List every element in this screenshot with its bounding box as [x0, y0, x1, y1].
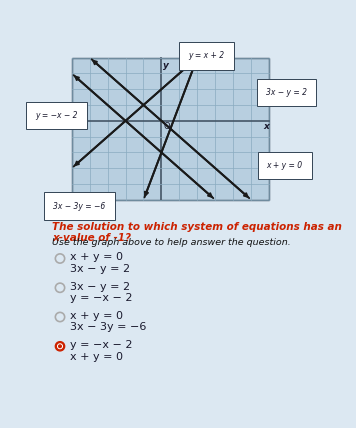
Text: x + y = 0: x + y = 0: [70, 311, 123, 321]
Text: x: x: [263, 122, 269, 131]
Text: The solution to which system of equations has an x-value of -1?: The solution to which system of equation…: [52, 222, 342, 243]
Text: y = x + 2: y = x + 2: [188, 51, 224, 60]
Circle shape: [59, 345, 61, 348]
Text: y = −x − 2: y = −x − 2: [70, 293, 132, 303]
Text: 3x − y = 2: 3x − y = 2: [266, 88, 307, 97]
Text: 3x − y = 2: 3x − y = 2: [70, 264, 130, 274]
Text: y = −x − 2: y = −x − 2: [70, 340, 132, 350]
Text: x + y = 0: x + y = 0: [267, 161, 303, 170]
Text: 3x − 3y = −6: 3x − 3y = −6: [53, 202, 105, 211]
Text: y: y: [163, 61, 169, 70]
FancyBboxPatch shape: [72, 57, 269, 200]
Text: O: O: [163, 122, 169, 131]
Text: x + y = 0: x + y = 0: [70, 253, 123, 262]
Text: x + y = 0: x + y = 0: [70, 352, 123, 362]
Text: 3x − 3y = −6: 3x − 3y = −6: [70, 322, 146, 333]
Circle shape: [58, 344, 62, 348]
Circle shape: [55, 342, 65, 351]
Text: y = −x − 2: y = −x − 2: [35, 111, 77, 120]
Text: 3x − y = 2: 3x − y = 2: [70, 282, 130, 291]
Text: Use the graph above to help answer the question.: Use the graph above to help answer the q…: [52, 238, 291, 247]
